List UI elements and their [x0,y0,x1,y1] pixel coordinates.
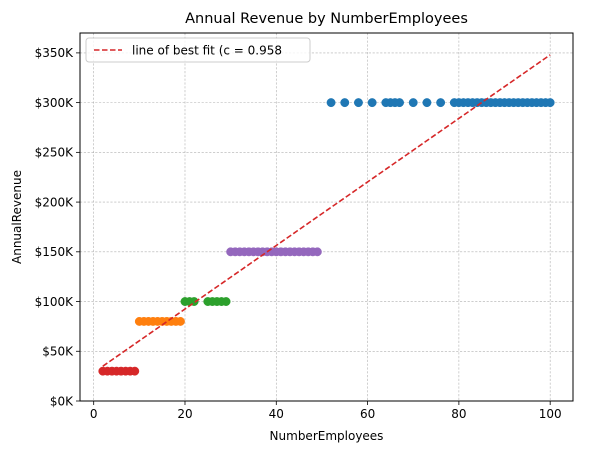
data-point [545,98,555,108]
y-tick-label: $300K [35,96,75,110]
x-tick-label: 40 [269,407,284,421]
best-fit-line [102,54,551,367]
x-tick-label: 20 [177,407,192,421]
plot-frame [79,32,574,402]
data-point [395,98,404,108]
data-point [130,366,140,376]
y-axis-label: AnnualRevenue [10,170,24,264]
x-axis-ticks: 0 20 40 60 80 100 [90,401,562,421]
legend-box [85,37,311,63]
best-fit-line-group [102,54,551,367]
data-point [340,98,350,108]
data-point [312,247,322,257]
data-point [326,98,336,108]
x-tick-label: 0 [90,407,98,421]
data-point [354,98,363,108]
data-point [422,98,432,108]
x-tick-label: 80 [451,407,466,421]
data-point [367,98,377,108]
grid-lines [80,33,573,402]
data-point [408,98,418,108]
data-point [436,98,446,108]
data-points [98,98,555,376]
y-tick-label: $0K [50,394,74,408]
y-tick-label: $50K [42,345,74,359]
y-tick-label: $150K [35,245,75,259]
y-tick-label: $200K [35,195,75,209]
y-tick-label: $100K [35,295,75,309]
chart-title: Annual Revenue by NumberEmployees [185,11,468,27]
x-tick-label: 60 [360,407,375,421]
data-point [175,316,185,326]
y-tick-label: $250K [35,146,75,160]
legend: line of best fit (c = 0.958 [85,37,311,63]
y-tick-label: $350K [35,46,75,60]
y-axis-ticks: $0K $50K $100K $150K $200K $250K $300K $350K [35,46,80,408]
x-tick-label: 100 [539,407,562,421]
x-axis-label: NumberEmployees [270,429,384,443]
legend-entry-best-fit: line of best fit (c = 0.958 [132,44,282,58]
data-point [221,297,231,306]
